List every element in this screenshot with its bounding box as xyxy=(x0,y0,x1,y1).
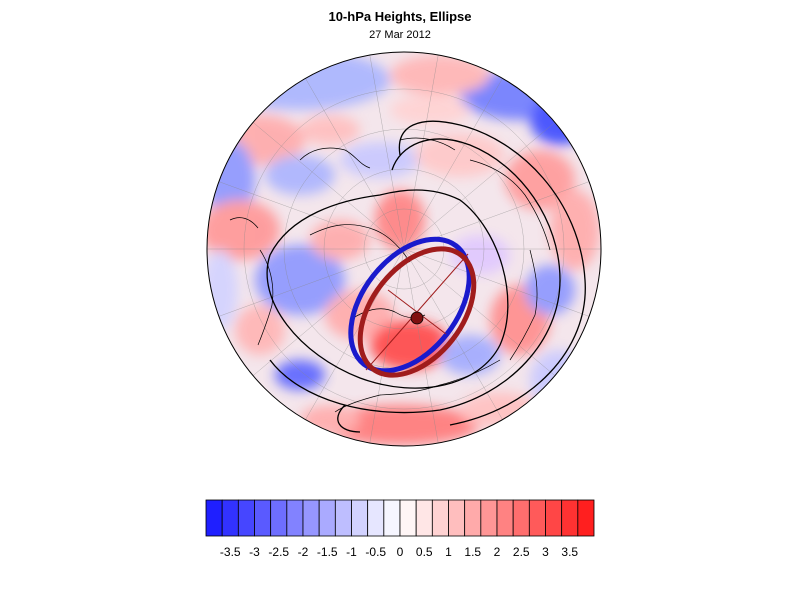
colorbar-box xyxy=(528,499,546,537)
colorbar-box xyxy=(367,499,385,537)
colorbar-box xyxy=(254,499,272,537)
colorbar-labels: -3.5 -3 -2.5 -2 -1.5 -1 -0.5 0 0.5 1 1.5 2 2.5 3 3.5 xyxy=(220,545,579,559)
colorbar-box xyxy=(431,499,449,537)
colorbar-box xyxy=(399,499,417,537)
colorbar-tick-label: 3.5 xyxy=(561,545,578,559)
colorbar-box xyxy=(415,499,433,537)
colorbar-box xyxy=(205,499,223,537)
colorbar-box xyxy=(237,499,255,537)
colorbar-box xyxy=(221,499,239,537)
colorbar-box xyxy=(496,499,514,537)
colorbar-box xyxy=(383,499,401,537)
colorbar-box xyxy=(480,499,498,537)
map-title: 10-hPa Heights, Ellipse xyxy=(328,9,472,24)
colorbar-box xyxy=(464,499,482,537)
colorbar-tick-label: -1.5 xyxy=(317,545,338,559)
colorbar-box xyxy=(318,499,336,537)
colorbar-tick-label: 1.5 xyxy=(464,545,481,559)
colorbar-tick-label: 2 xyxy=(494,545,501,559)
colorbar-box xyxy=(448,499,466,537)
colorbar-box xyxy=(561,499,579,537)
colorbar-boxes xyxy=(205,499,595,537)
ellipse-red xyxy=(357,246,477,378)
colorbar-tick-label: -3 xyxy=(249,545,260,559)
colorbar-box xyxy=(577,499,595,537)
colorbar-tick-label: 3 xyxy=(542,545,549,559)
colorbar-tick-label: -2 xyxy=(298,545,309,559)
colorbar-tick-label: -3.5 xyxy=(220,545,241,559)
colorbar-tick-label: 2.5 xyxy=(513,545,530,559)
vortex-center xyxy=(410,311,424,325)
vortex-ellipses xyxy=(348,236,477,378)
colorbar-tick-label: 0.5 xyxy=(416,545,433,559)
colorbar-box xyxy=(286,499,304,537)
colorbar-box xyxy=(270,499,288,537)
colorbar-box xyxy=(351,499,369,537)
colorbar-box xyxy=(512,499,530,537)
colorbar-box xyxy=(545,499,563,537)
height-contours xyxy=(266,120,586,433)
colorbar-tick-label: 1 xyxy=(445,545,452,559)
colorbar-tick-label: -1 xyxy=(346,545,357,559)
colorbar-tick-label: -2.5 xyxy=(268,545,289,559)
map-date: 27 Mar 2012 xyxy=(369,29,431,41)
map-boundary xyxy=(206,51,602,447)
ellipse-blue xyxy=(348,236,472,374)
colorbar-box xyxy=(334,499,352,537)
colorbar-tick-label: -0.5 xyxy=(365,545,386,559)
colorbar-tick-label: 0 xyxy=(397,545,404,559)
colorbar-box xyxy=(302,499,320,537)
